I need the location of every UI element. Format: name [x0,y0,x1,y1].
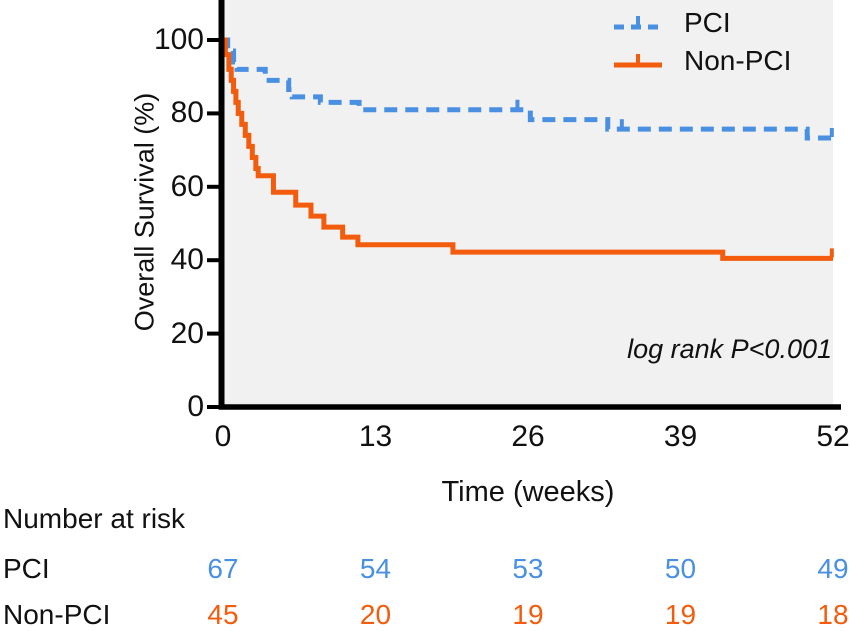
risk-value: 18 [817,599,849,630]
y-tick-label-20: 20 [170,316,204,350]
risk-value: 53 [512,553,544,584]
legend-item-pci: PCI [612,4,791,42]
legend-label-pci: PCI [684,7,731,38]
legend-label-non-pci: Non-PCI [684,45,792,76]
x-tick-label-52: 52 [816,420,850,453]
risk-value: 19 [664,599,697,630]
x-axis-title: Time (weeks) [441,476,615,508]
y-tick-label-0: 0 [187,390,204,423]
risk-row-label-non-pci: Non-PCI [3,599,111,630]
non-pci-solid-line-swatch [614,54,662,68]
log-rank-annotation: log rank P<0.001 [627,334,832,364]
risk-value: 19 [512,599,544,630]
legend-item-non-pci: Non-PCI [612,42,791,80]
x-tick-label-39: 39 [663,420,698,453]
x-tick-label-13: 13 [358,420,393,453]
x-tick-label-0: 0 [214,420,232,453]
risk-value: 45 [207,599,239,630]
curve-non-pci [222,37,833,261]
risk-value: 50 [664,553,697,584]
legend: PCI Non-PCI [612,4,791,80]
curve-pci [223,37,833,141]
risk-row-label-pci: PCI [3,553,50,584]
risk-table-title: Number at risk [3,503,186,534]
risk-value: 54 [359,553,392,584]
y-tick-label-40: 40 [170,243,204,277]
risk-value: 20 [359,599,392,630]
risk-value: 49 [817,553,849,584]
risk-value: 67 [207,553,239,584]
y-tick-label-60: 60 [170,169,204,203]
y-tick-label-80: 80 [170,96,204,130]
pci-dashed-line-swatch [614,16,662,30]
y-tick-label-100: 100 [153,23,204,56]
plot-area [223,0,833,407]
x-tick-label-26: 26 [511,420,545,453]
